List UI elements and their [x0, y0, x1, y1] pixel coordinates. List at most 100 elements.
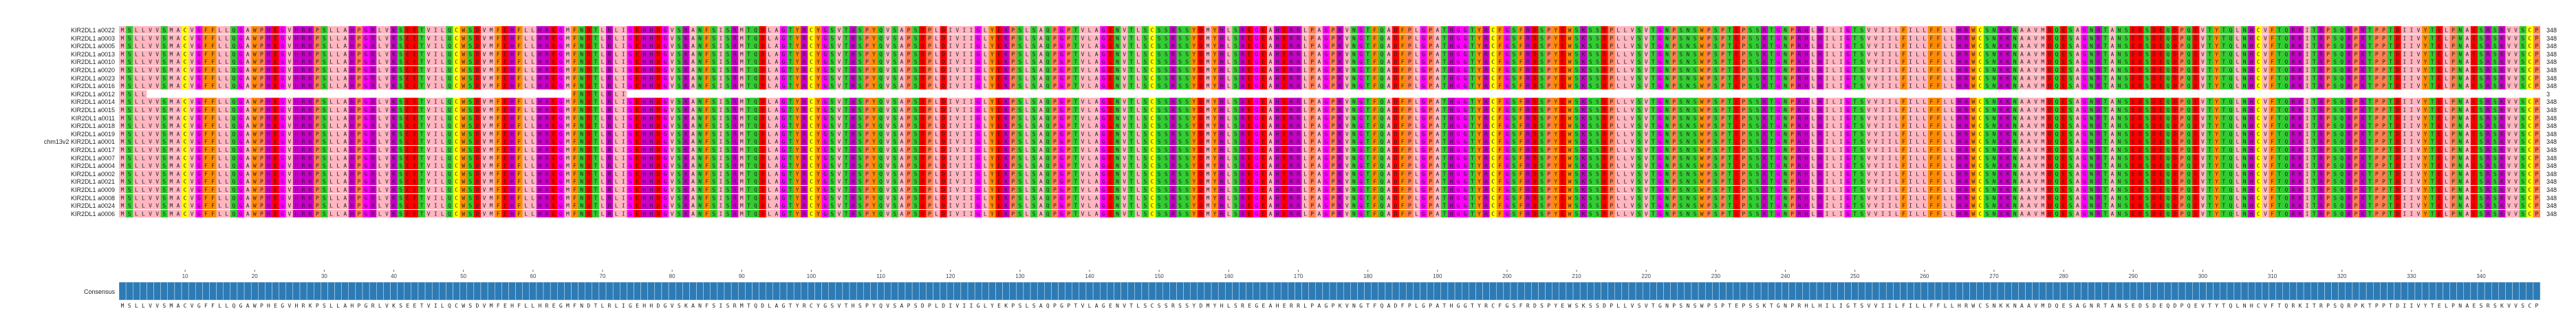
residue-cell [2491, 58, 2499, 66]
residue-cell [362, 34, 370, 42]
residue-cell [988, 66, 996, 74]
residue-letter: A [1039, 51, 1043, 57]
residue-letter: L [135, 51, 138, 57]
residue-letter: Q [232, 75, 235, 81]
residue-cell [1100, 50, 1107, 58]
residue-cell [1795, 50, 1804, 58]
residue-letter: S [1178, 67, 1182, 74]
residue-letter: D [2048, 28, 2051, 34]
residue-letter: T [2103, 43, 2107, 50]
residue-letter: L [142, 51, 145, 57]
residue-cell [1288, 26, 1295, 34]
residue-letter: S [2333, 67, 2337, 74]
residue-letter: L [615, 43, 618, 50]
residue-letter: G [664, 51, 667, 57]
residue-cell [2136, 34, 2144, 42]
residue-letter: S [2521, 75, 2524, 81]
residue-letter: R [1526, 59, 1530, 65]
residue-cell [1134, 58, 1143, 66]
residue-cell [2296, 74, 2304, 82]
residue-cell [1197, 42, 1205, 50]
sequence-name[interactable]: KIR2DL1 a0022 [70, 27, 115, 34]
residue-cell [195, 66, 203, 74]
residue-letter: C [1491, 59, 1495, 65]
sequence-name[interactable]: KIR2DL1 a0023 [70, 74, 115, 82]
residue-letter: S [1860, 51, 1863, 57]
residue-letter: L [225, 35, 228, 41]
residue-cell [1085, 34, 1094, 42]
sequence-name[interactable]: KIR2DL1 a0013 [70, 50, 115, 58]
residue-letter: S [858, 75, 862, 81]
residue-cell [1427, 42, 1435, 50]
residue-letter: E [2132, 51, 2135, 57]
residue-letter: D [1199, 43, 1202, 50]
residue-cell [1608, 34, 1616, 42]
residue-letter: N [1116, 59, 1119, 65]
residue-letter: Q [2187, 67, 2191, 74]
residue-letter: V [2201, 35, 2205, 41]
sequence-name[interactable]: KIR2DL1 a0020 [70, 67, 115, 74]
residue-cell [828, 74, 836, 82]
residue-cell [348, 58, 356, 66]
residue-cell [1197, 74, 1205, 82]
sequence-name[interactable]: KIR2DL1 a0010 [70, 58, 115, 66]
residue-letter: A [177, 51, 180, 57]
residue-cell [2011, 58, 2019, 66]
residue-cell [578, 42, 585, 50]
residue-letter: G [1325, 28, 1328, 34]
residue-letter: E [413, 59, 416, 65]
residue-cell [285, 50, 294, 58]
residue-cell [1211, 66, 1219, 74]
residue-cell [1712, 66, 1720, 74]
residue-cell [1858, 50, 1866, 58]
residue-cell [202, 50, 210, 58]
residue-cell [779, 50, 788, 58]
sequence-name[interactable]: KIR2DL1 a0016 [70, 83, 115, 90]
residue-letter: P [907, 75, 911, 81]
residue-cell [1601, 42, 1608, 50]
residue-letter: S [2480, 67, 2483, 74]
residue-letter: H [1958, 59, 1961, 65]
residue-letter: P [2326, 67, 2330, 74]
residue-cell [501, 26, 509, 34]
residue-letter: G [281, 75, 284, 81]
residue-cell [710, 42, 718, 50]
residue-cell [1788, 58, 1796, 66]
residue-cell [1510, 26, 1518, 34]
residue-letter: S [712, 28, 715, 34]
residue-cell [2269, 74, 2276, 82]
sequence-name[interactable]: KIR2DL1 a0003 [70, 34, 115, 42]
residue-cell [891, 66, 899, 74]
residue-cell [292, 58, 301, 66]
residue-cell [745, 66, 753, 74]
residue-letter: K [309, 59, 312, 65]
residue-letter: N [2013, 43, 2017, 50]
residue-cell [1239, 74, 1246, 82]
residue-cell [1956, 34, 1963, 42]
residue-letter: L [135, 35, 138, 41]
residue-letter: N [2458, 28, 2462, 34]
sequence-name[interactable]: KIR2DL1 a0005 [70, 43, 115, 50]
residue-letter: E [413, 43, 416, 50]
residue-letter: L [1415, 43, 1418, 50]
residue-letter: S [399, 75, 402, 81]
residue-cell [321, 66, 328, 74]
residue-cell [620, 42, 627, 50]
residue-cell [1677, 42, 1685, 50]
residue-letter: A [2111, 28, 2114, 34]
residue-cell [1998, 74, 2005, 82]
residue-letter: L [1944, 35, 1947, 41]
residue-cell [1872, 74, 1880, 82]
residue-cell [1914, 58, 1922, 66]
residue-cell [835, 58, 843, 66]
residue-letter: K [2000, 75, 2003, 81]
residue-letter: S [2069, 35, 2072, 41]
